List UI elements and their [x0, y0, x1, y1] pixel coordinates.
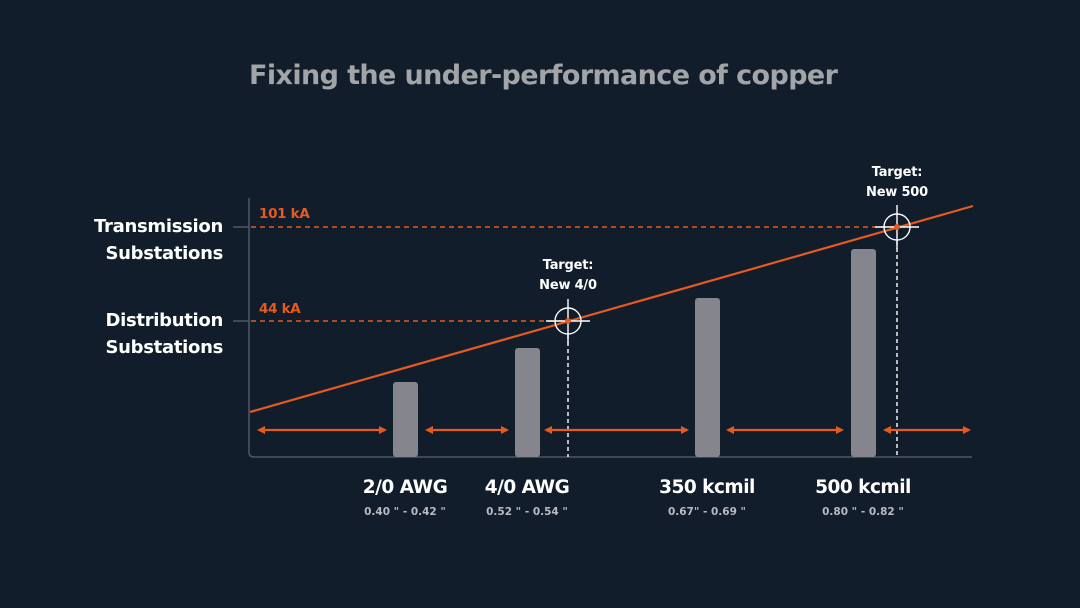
target-line: Target: — [871, 165, 923, 180]
y-label-line: Transmission — [94, 216, 223, 237]
target-annotation-500: Target: New 500 — [847, 163, 947, 203]
page-title: Fixing the under-performance of copper — [249, 60, 838, 91]
y-label-line: Substations — [105, 243, 224, 264]
category-name: 4/0 AWG — [484, 477, 570, 498]
category-name: 2/0 AWG — [362, 477, 448, 498]
category-4-0-awg: 4/0 AWG 0.52 " - 0.54 " — [457, 477, 597, 518]
target-line: New 500 — [866, 185, 928, 200]
category-2-0-awg: 2/0 AWG 0.40 " - 0.42 " — [335, 477, 475, 518]
y-label-line: Substations — [105, 337, 224, 358]
target-annotation-4-0: Target: New 4/0 — [518, 256, 618, 296]
category-range: 0.40 " - 0.42 " — [364, 506, 446, 518]
target-line: Target: — [542, 258, 594, 273]
y-label-distribution: Distribution Substations — [105, 307, 223, 361]
category-range: 0.80 " - 0.82 " — [822, 506, 904, 518]
target-line: New 4/0 — [539, 278, 597, 293]
bar-350-kcmil — [695, 298, 720, 457]
value-label-101ka: 101 kA — [259, 206, 310, 222]
bar-2-0-awg — [393, 382, 418, 457]
axes — [248, 198, 972, 458]
bar-500-kcmil — [851, 249, 876, 457]
category-name: 350 kcmil — [659, 477, 755, 498]
category-name: 500 kcmil — [815, 477, 911, 498]
y-label-line: Distribution — [105, 310, 223, 331]
category-500-kcmil: 500 kcmil 0.80 " - 0.82 " — [793, 477, 933, 518]
category-350-kcmil: 350 kcmil 0.67" - 0.69 " — [637, 477, 777, 518]
category-range: 0.52 " - 0.54 " — [486, 506, 568, 518]
trend-line — [249, 204, 974, 414]
category-range: 0.67" - 0.69 " — [667, 506, 747, 518]
y-label-transmission: Transmission Substations — [94, 213, 223, 267]
value-label-44ka: 44 kA — [259, 301, 301, 317]
bar-4-0-awg — [515, 348, 540, 457]
